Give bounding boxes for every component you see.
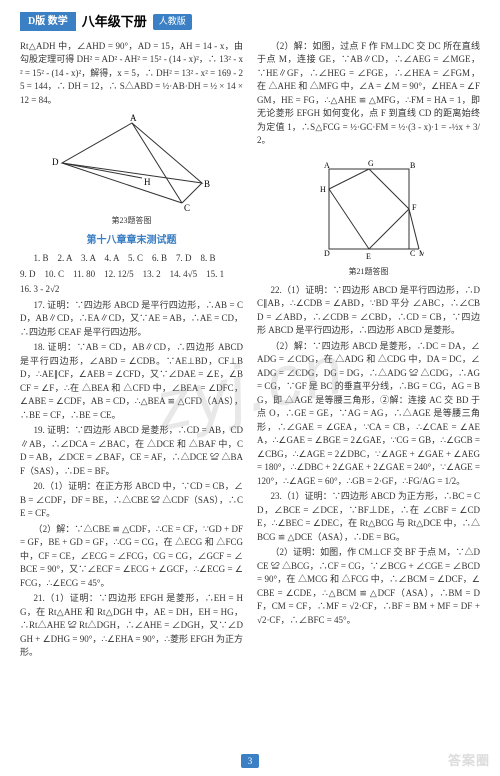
svg-text:C: C [184, 203, 190, 213]
right-column: （2）解：如图，过点 F 作 FM⊥DC 交 DC 所在直线于点 M，连接 GE… [257, 40, 480, 662]
svg-text:A: A [130, 113, 137, 123]
square-svg: A B C D H G F E M [314, 154, 424, 264]
figure-caption: 第23题答图 [20, 215, 243, 227]
answer-row-3: 16. 3 - 2√2 [20, 283, 243, 297]
triangle-svg: A B C D H [52, 113, 212, 213]
proof-23-2: （2）证明：如图，作 CM⊥CF 交 BF 于点 M，∵△DCE ≌ △BCG，… [257, 546, 480, 627]
svg-text:D: D [324, 249, 330, 258]
proof-22-2: （2）解：∵四边形 ABCD 是菱形，∴DC = DA，∠ADG = ∠CDG，… [257, 340, 480, 489]
content-columns: Rt△ADH 中，∠AHD = 90°，AD = 15，AH = 14 - x，… [20, 40, 480, 662]
svg-text:G: G [368, 159, 374, 168]
svg-text:C: C [410, 249, 415, 258]
figure-triangle: A B C D H 第23题答图 [20, 113, 243, 227]
figure-caption-2: 第21题答图 [257, 266, 480, 278]
svg-text:H: H [320, 185, 326, 194]
left-column: Rt△ADH 中，∠AHD = 90°，AD = 15，AH = 14 - x，… [20, 40, 243, 662]
page-header: D版 数学 八年级下册 人教版 [20, 12, 480, 32]
answer-row-2: 9. D 10. C 11. 80 12. 12/5 13. 2 14. 4√5… [20, 268, 243, 282]
svg-text:H: H [144, 177, 151, 187]
proof-21: 21.（1）证明：∵四边形 EFGH 是菱形，∴EH = HG，在 Rt△AHE… [20, 592, 243, 660]
page-number: 3 [241, 754, 259, 768]
figure-square: A B C D H G F E M 第21题答图 [257, 154, 480, 278]
edition-badge: 人教版 [153, 14, 192, 30]
svg-text:B: B [204, 179, 210, 189]
svg-text:D: D [52, 157, 59, 167]
proof-20-2: （2）解：∵△CBE ≌ △CDF，∴CE = CF，∵GD + DF = GF… [20, 523, 243, 591]
subject-badge: D版 数学 [20, 12, 76, 31]
svg-text:E: E [366, 252, 371, 261]
svg-text:B: B [410, 161, 415, 170]
grade-title: 八年级下册 [82, 12, 147, 32]
proof-19: 19. 证明：∵四边形 ABCD 是菱形，∴CD = AB，CD∥AB，∴∠DC… [20, 424, 243, 478]
proof-23: 23.（1）证明：∵四边形 ABCD 为正方形，∴BC = CD，∠BCE = … [257, 490, 480, 544]
solution-21-2: （2）解：如图，过点 F 作 FM⊥DC 交 DC 所在直线于点 M，连接 GE… [257, 40, 480, 148]
answer-row-1: 1. B 2. A 3. A 4. A 5. C 6. B 7. D 8. B [20, 252, 243, 266]
solution-text: Rt△ADH 中，∠AHD = 90°，AD = 15，AH = 14 - x，… [20, 40, 243, 108]
chapter-test-title: 第十八章章末测试题 [20, 233, 243, 248]
proof-17: 17. 证明：∵四边形 ABCD 是平行四边形，∴AB = CD，AB∥CD，∴… [20, 299, 243, 340]
svg-text:F: F [412, 203, 417, 212]
svg-text:M: M [419, 249, 424, 258]
proof-22: 22.（1）证明：∵四边形 ABCD 是平行四边形，∴DC∥AB，∴∠CDB =… [257, 284, 480, 338]
corner-watermark: 答案圈 [448, 751, 490, 771]
svg-text:A: A [324, 161, 330, 170]
proof-18: 18. 证明：∵AB = CD，AB∥CD，∴四边形 ABCD 是平行四边形，∠… [20, 341, 243, 422]
proof-20-1: 20.（1）证明：在正方形 ABCD 中，∵CD = CB，∠B = ∠CDF，… [20, 480, 243, 521]
